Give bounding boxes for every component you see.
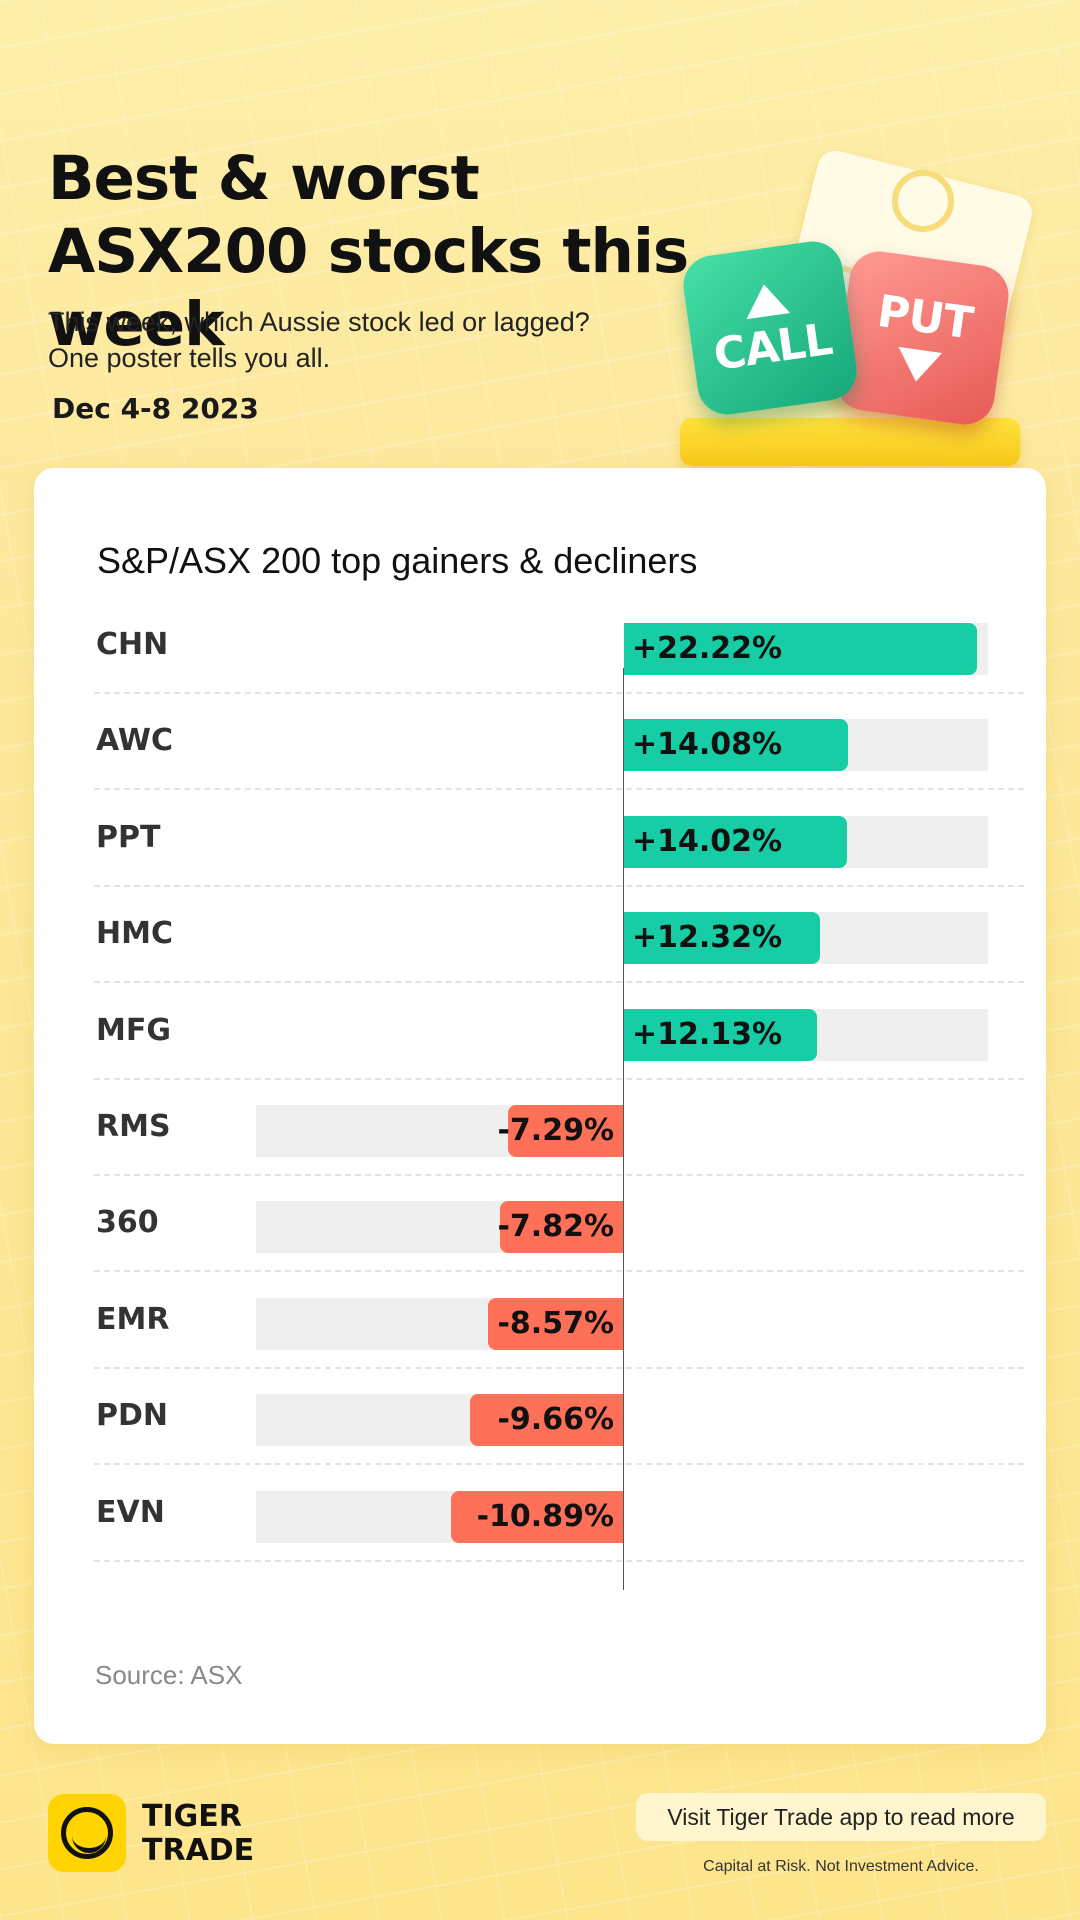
data-label-360: -7.82% xyxy=(497,1209,614,1245)
tick-label: PPT xyxy=(96,819,161,855)
bar-awc xyxy=(624,719,848,772)
chart-row-rms: RMS -7.29% xyxy=(94,1080,1024,1176)
data-label-hmc: +12.32% xyxy=(632,920,783,956)
chart-row-hmc: HMC +12.32% xyxy=(94,887,1024,984)
bar-pdn xyxy=(470,1394,624,1447)
bar-hmc xyxy=(624,912,820,965)
data-label-chn: +22.22% xyxy=(632,631,783,666)
put-tile: PUT xyxy=(831,247,1013,429)
tick-label: RMS xyxy=(96,1109,171,1144)
data-label-ppt: +14.02% xyxy=(632,823,783,859)
call-put-illustration: CALL PUT xyxy=(670,130,1060,470)
tick-label: EMR xyxy=(96,1301,170,1337)
chart-row-chn: CHN +22.22% xyxy=(94,598,1024,694)
data-label-mfg: +12.13% xyxy=(632,1016,783,1052)
subtitle-line-2: One poster tells you all. xyxy=(48,343,331,373)
chart-row-pdn: PDN -9.66% xyxy=(94,1369,1024,1466)
tick-label: CHN xyxy=(96,627,169,662)
tray-icon xyxy=(680,418,1020,466)
chart-row-mfg: MFG +12.13% xyxy=(94,984,1024,1080)
chart-card: S&P/ASX 200 top gainers & decliners CHN +… xyxy=(34,468,1046,1744)
date-range: Dec 4-8 2023 xyxy=(52,392,259,425)
chart-row-emr: EMR -8.57% xyxy=(94,1273,1024,1369)
data-label-emr: -8.57% xyxy=(497,1305,614,1341)
coin-icon xyxy=(892,170,954,232)
read-more-button[interactable]: Visit Tiger Trade app to read more xyxy=(636,1793,1046,1841)
data-label-evn: -10.89% xyxy=(476,1498,614,1534)
data-label-rms: -7.29% xyxy=(497,1113,614,1148)
bar-chn xyxy=(624,623,978,675)
put-label: PUT xyxy=(874,285,976,350)
chart-row-awc: AWC +14.08% xyxy=(94,694,1024,791)
page-title: Best & worst ASX200 stocks this week xyxy=(48,143,689,360)
chart-row-evn: EVN -10.89% xyxy=(94,1466,1024,1562)
tick-label: AWC xyxy=(96,723,173,759)
tick-label: PDN xyxy=(96,1398,168,1434)
source-note: Source: ASX xyxy=(95,1660,243,1690)
call-tile: CALL xyxy=(679,237,861,419)
arrow-down-icon xyxy=(894,346,943,385)
disclaimer: Capital at Risk. Not Investment Advice. xyxy=(703,1858,979,1875)
bar-emr xyxy=(487,1297,624,1350)
tick-label: MFG xyxy=(96,1012,171,1048)
chart-row-360: 360 -7.82% xyxy=(94,1176,1024,1273)
tick-label: EVN xyxy=(96,1494,165,1530)
bar-360 xyxy=(499,1201,624,1254)
bar-mfg xyxy=(624,1008,817,1061)
data-label-awc: +14.08% xyxy=(632,727,783,763)
brand-line-2: TRADE xyxy=(142,1833,255,1868)
bar-ppt xyxy=(624,815,847,868)
tiger-logo-icon xyxy=(48,1794,126,1872)
tick-label: HMC xyxy=(96,916,173,952)
subtitle-line-1: This week, which Aussie stock led or lag… xyxy=(48,307,590,337)
bar-rms xyxy=(508,1105,624,1157)
call-label: CALL xyxy=(710,313,835,381)
chart-title: S&P/ASX 200 top gainers & decliners xyxy=(97,540,698,581)
tick-label: 360 xyxy=(96,1205,159,1241)
zero-axis-line xyxy=(623,668,624,1590)
bar-evn xyxy=(450,1490,624,1543)
data-label-pdn: -9.66% xyxy=(497,1402,614,1438)
chart-row-ppt: PPT +14.02% xyxy=(94,791,1024,887)
brand-name: TIGER TRADE xyxy=(142,1800,254,1868)
brand-line-1: TIGER xyxy=(142,1799,242,1834)
subtitle: This week, which Aussie stock led or lag… xyxy=(48,304,590,376)
arrow-up-icon xyxy=(742,281,791,320)
